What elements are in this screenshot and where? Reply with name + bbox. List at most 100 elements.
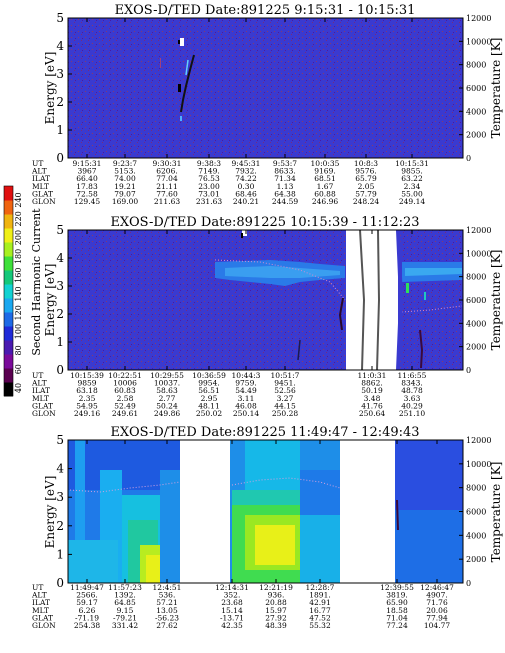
orbit-value: 13.05 (156, 606, 178, 615)
orbit-value: 11:6:55 (398, 371, 427, 380)
y-tick-labels-2: 0 1 2 3 4 5 (56, 223, 64, 377)
colorbar-swatch (4, 382, 13, 397)
orbit-value: 251.10 (399, 409, 425, 418)
orbit-value: 71.76 (426, 598, 448, 607)
orbit-value: 9.15 (117, 606, 134, 615)
orbit-value: 352. (224, 591, 241, 600)
orbit-value: 11:49:47 (70, 583, 104, 592)
colorbar-swatch (4, 214, 13, 229)
orbit-value: 12:21:19 (259, 583, 293, 592)
orbit-row-label: UT (32, 159, 43, 168)
colorbar-tick-label: 240 (14, 192, 23, 207)
orbit-value: 41.76 (361, 401, 383, 410)
y2-tick-label: 8000 (466, 61, 486, 70)
orbit-value: 231.63 (196, 197, 222, 206)
orbit-value: 8633. (274, 167, 295, 176)
orbit-value: 79.07 (114, 189, 136, 198)
y2-tick-label: 0 (466, 579, 471, 588)
y2-tick-labels-2: 0 2000 4000 6000 8000 10000 12000 (466, 226, 491, 375)
orbit-value: 936. (268, 591, 285, 600)
orbit-row-label: MLT (32, 394, 49, 403)
orbit-row-label: MLT (32, 182, 49, 191)
orbit-value: 68.46 (235, 189, 257, 198)
y2-tick-label: 0 (466, 366, 471, 375)
orbit-value: 54.49 (235, 386, 257, 395)
orbit-value: 249.16 (74, 409, 100, 418)
y2-tick-label: 6000 (466, 296, 486, 305)
orbit-value: -13.71 (220, 613, 244, 622)
orbit-value: 2.35 (79, 394, 96, 403)
orbit-value: 65.90 (386, 598, 408, 607)
orbit-value: 18.58 (386, 606, 408, 615)
orbit-value: 1392. (114, 591, 135, 600)
orbit-value: 3.48 (364, 394, 381, 403)
orbit-row-label: ALT (31, 379, 47, 388)
orbit-value: -56.23 (155, 613, 179, 622)
orbit-value: 9576. (355, 167, 376, 176)
y-axis-label-3: Energy [eV] (43, 476, 57, 549)
orbit-value: 8343. (401, 379, 422, 388)
orbit-value: 2.58 (117, 394, 134, 403)
orbit-value: 64.85 (114, 598, 136, 607)
orbit-value: 71.04 (386, 613, 408, 622)
colorbar-tick-label: 160 (14, 268, 23, 283)
y-tick-label: 4 (56, 39, 64, 53)
orbit-value: 169.00 (112, 197, 138, 206)
cyan-band-right-core (405, 268, 462, 276)
orbit-value: 12:46:47 (420, 583, 454, 592)
y2-tick-labels-3: 0 2000 4000 6000 8000 10000 12000 (466, 436, 491, 588)
green-spot (424, 292, 426, 300)
orbit-value: 9954. (198, 379, 219, 388)
orbit-row-label: ALT (31, 167, 47, 176)
panel-3: EXOS-D/TED Date:891225 11:49:47 - 12:49:… (31, 425, 503, 630)
y-axis-label-2: Energy [eV] (43, 264, 57, 337)
dark-streak (338, 297, 344, 331)
dotted-trend (69, 481, 181, 493)
orbit-row-label: ILAT (32, 174, 50, 183)
orbit-value: 9:23:7 (113, 159, 137, 168)
y2-tick-label: 4000 (466, 107, 486, 116)
orbit-value: 64.38 (274, 189, 296, 198)
orbit-value: 2.05 (358, 182, 375, 191)
tick-marks-1 (68, 17, 463, 159)
orbit-value: 47.52 (309, 613, 331, 622)
y-tick-label: 2 (56, 519, 64, 533)
orbit-value: 240.21 (233, 197, 259, 206)
orbit-value: 66.40 (76, 174, 98, 183)
orbit-value: 63.22 (401, 174, 423, 183)
colorbar: 40 60 80 100 120 140 160 180 200 220 240 Second Ha… (3, 185, 43, 397)
orbit-value: 17.83 (76, 182, 98, 191)
orbit-value: 10:36:59 (192, 371, 226, 380)
data-gap-edge (396, 230, 404, 370)
chart-title-2: EXOS-D/TED Date:891225 10:15:39 - 11:12:… (110, 215, 419, 230)
orbit-value: 63.18 (76, 386, 98, 395)
y-tick-label: 3 (56, 67, 64, 81)
y2-tick-labels-1: 0 2000 4000 6000 8000 10000 12000 (466, 14, 491, 163)
orbit-value: 10:44:3 (232, 371, 261, 380)
orbit-value: 71.34 (274, 174, 296, 183)
y2-tick-label: 4000 (466, 531, 486, 540)
y2-tick-label: 2000 (466, 555, 486, 564)
orbit-value: 9855. (401, 167, 422, 176)
colorbar-swatch (4, 256, 13, 271)
orbit-row-label: GLON (32, 409, 56, 418)
chart-title-1: EXOS-D/TED Date:891225 9:15:31 - 10:15:3… (115, 3, 416, 18)
orbit-value: 21.11 (156, 182, 177, 191)
orbit-value: 5153. (114, 167, 135, 176)
dark-streak (419, 329, 424, 369)
orbit-value: 42.35 (221, 621, 243, 630)
orbit-value: 1.13 (277, 182, 294, 191)
orbit-value: 46.08 (235, 401, 257, 410)
orbit-value: 10:0:35 (311, 159, 340, 168)
colorbar-tick-label: 180 (14, 249, 23, 264)
orbit-value: 19.21 (114, 182, 135, 191)
orbit-value: 52.56 (274, 386, 296, 395)
dark-streak (297, 339, 301, 361)
orbit-value: 60.88 (314, 189, 336, 198)
orbit-value: 27.92 (265, 613, 287, 622)
orbit-row-label: GLAT (32, 401, 53, 410)
colorbar-swatch (4, 200, 13, 215)
